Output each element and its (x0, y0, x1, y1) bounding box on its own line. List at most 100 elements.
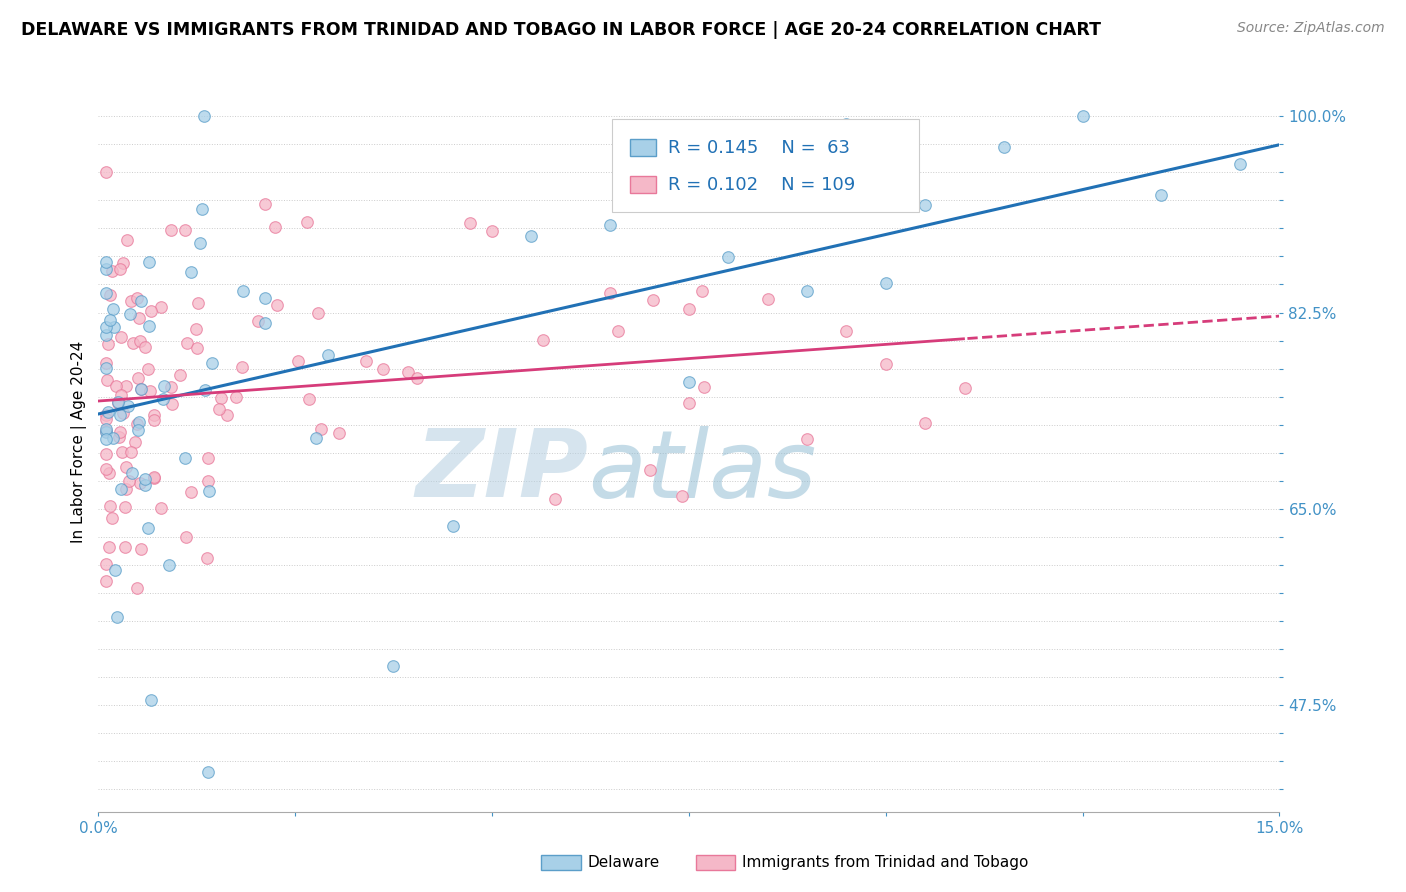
Point (160, 396, 183, 410)
Point (96, 422, 118, 436)
Point (174, 223, 197, 237)
Point (263, 220, 285, 235)
Point (104, 563, 127, 577)
Point (98, 313, 121, 327)
Point (328, 425, 350, 440)
Point (118, 474, 141, 488)
Text: R = 0.145    N =  63: R = 0.145 N = 63 (668, 138, 849, 157)
Point (96, 165, 118, 179)
FancyBboxPatch shape (630, 139, 655, 156)
Point (371, 361, 394, 376)
Point (1229, 157, 1251, 171)
Point (98, 466, 121, 480)
Point (108, 430, 131, 444)
Point (717, 250, 740, 264)
Point (914, 198, 936, 212)
Point (246, 314, 269, 328)
Point (115, 233, 138, 247)
Point (117, 399, 139, 413)
Point (96, 254, 118, 268)
Point (96, 424, 118, 438)
Point (96, 356, 118, 370)
Point (298, 392, 321, 406)
Point (671, 489, 693, 503)
Point (693, 379, 716, 393)
Point (835, 324, 858, 338)
Point (835, 117, 858, 131)
Point (1150, 188, 1173, 202)
Point (157, 558, 180, 573)
Point (97, 404, 120, 418)
Point (195, 551, 218, 566)
Point (103, 431, 125, 445)
Point (105, 379, 128, 393)
Point (103, 302, 125, 317)
Point (96, 372, 118, 386)
Point (441, 518, 464, 533)
Point (122, 336, 145, 351)
Point (114, 500, 136, 514)
Point (197, 451, 219, 466)
Point (138, 362, 160, 376)
Point (96, 462, 118, 476)
Point (460, 217, 482, 231)
Point (128, 311, 150, 326)
Text: atlas: atlas (589, 425, 817, 516)
Point (316, 349, 339, 363)
Point (110, 330, 132, 344)
Point (599, 286, 621, 301)
Point (139, 692, 162, 706)
Point (96, 432, 118, 446)
Point (309, 421, 332, 435)
Y-axis label: In Labor Force | Age 20-24: In Labor Force | Age 20-24 (72, 341, 87, 542)
Point (198, 484, 221, 499)
Point (134, 340, 156, 354)
Point (194, 383, 217, 397)
Point (396, 365, 419, 379)
Point (231, 360, 253, 375)
Point (127, 423, 149, 437)
Point (114, 378, 136, 392)
Point (174, 451, 197, 466)
Point (124, 434, 146, 449)
Point (295, 215, 318, 229)
Point (96, 574, 118, 588)
Point (599, 218, 621, 232)
Point (131, 382, 153, 396)
Text: DELAWARE VS IMMIGRANTS FROM TRINIDAD AND TOBAGO IN LABOR FORCE | AGE 20-24 CORRE: DELAWARE VS IMMIGRANTS FROM TRINIDAD AND… (21, 21, 1101, 38)
Point (108, 409, 131, 423)
Point (914, 416, 936, 430)
Point (678, 375, 700, 389)
Point (96, 408, 118, 422)
Point (127, 371, 149, 385)
Point (107, 395, 129, 409)
Point (103, 320, 125, 334)
Point (756, 292, 779, 306)
Point (108, 425, 131, 440)
Point (176, 336, 198, 351)
Point (96, 425, 118, 439)
Point (138, 384, 160, 398)
Text: ZIP: ZIP (416, 425, 589, 517)
Point (96, 412, 118, 426)
Point (197, 475, 219, 489)
Point (225, 390, 247, 404)
Point (136, 521, 159, 535)
Point (191, 202, 214, 217)
Point (307, 306, 329, 320)
Point (129, 541, 152, 556)
Point (287, 354, 309, 368)
Point (96, 286, 118, 301)
Point (184, 321, 207, 335)
Point (232, 285, 254, 299)
Point (481, 224, 503, 238)
Point (112, 256, 135, 270)
Point (152, 379, 174, 393)
Point (406, 371, 429, 385)
Point (641, 293, 664, 307)
Point (96, 360, 118, 375)
Point (110, 388, 132, 402)
Point (180, 265, 202, 279)
Point (138, 255, 160, 269)
Point (96, 447, 118, 461)
